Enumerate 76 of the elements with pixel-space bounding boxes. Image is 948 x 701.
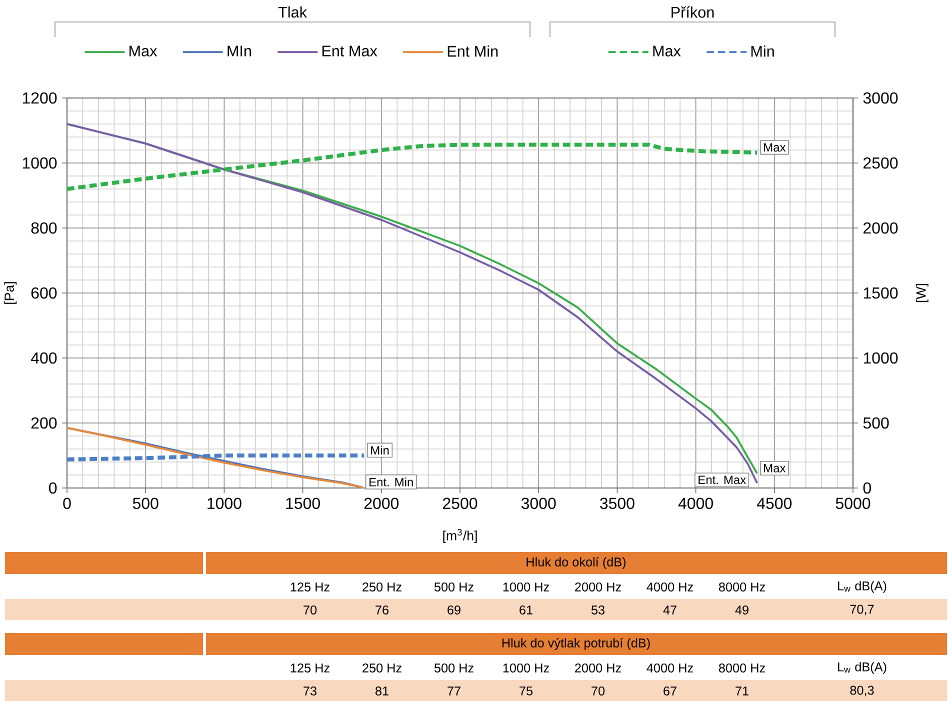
category-label: 500 Hz <box>434 664 474 672</box>
y-tick-label: 1000 <box>22 157 57 169</box>
y-tick-label: 1200 <box>22 92 57 104</box>
text: 53 <box>591 606 604 614</box>
line-series <box>66 426 364 488</box>
text: 70 <box>304 606 317 614</box>
x-tick-label: 2500 <box>443 498 478 510</box>
text: Hluk do výtlak potrubí (dB) <box>502 638 650 650</box>
text: 67 <box>664 686 676 696</box>
x-tick-label: 3000 <box>521 498 556 510</box>
text: Tlak <box>278 6 308 18</box>
y-axis-title: [Pa] <box>4 282 17 304</box>
text: 81 <box>376 686 388 696</box>
text: 70,7 <box>850 604 874 616</box>
x-tick-label: 500 <box>132 498 158 510</box>
legend-label: Ent Max <box>322 46 378 56</box>
y2-tick-label: 2500 <box>864 157 898 169</box>
x-axis-title: [m$^{3}$/h] <box>443 528 477 544</box>
text: 77 <box>448 686 460 696</box>
legend-label: Min <box>751 45 774 57</box>
text: 80,3 <box>850 686 874 696</box>
y-tick-label: 0 <box>49 482 57 494</box>
y2-tick-label: 1000 <box>864 352 898 364</box>
category-label: 500 Hz <box>434 582 474 592</box>
text: 49 <box>735 606 748 614</box>
category-label: 2000 Hz <box>575 582 621 592</box>
annotation: Max <box>764 464 786 472</box>
text: 75 <box>520 686 533 696</box>
legend-label: Ent Min <box>448 45 498 57</box>
y-tick-label: 600 <box>31 287 57 299</box>
y-tick-label: 800 <box>31 222 57 234</box>
x-tick-label: 3500 <box>600 498 634 510</box>
annotation: Min <box>371 446 389 454</box>
category-label: 2000 Hz <box>575 664 621 672</box>
text: 76 <box>376 606 388 614</box>
category-label: 8000 Hz <box>718 582 765 592</box>
legend-label: Max <box>130 46 158 56</box>
category-label: 4000 Hz <box>646 664 693 672</box>
category-label: L$_{w}$ dB(A) <box>838 662 886 674</box>
y2-axis-title: [W] <box>916 284 928 302</box>
x-tick-label: 4000 <box>678 498 713 510</box>
x-tick-label: 5000 <box>836 498 870 510</box>
annotation: Max <box>764 143 786 152</box>
text: Hluk do okolí (dB) <box>526 557 626 569</box>
category-label: 125 Hz <box>290 664 330 672</box>
category-label: 250 Hz <box>362 582 402 592</box>
category-label: 250 Hz <box>362 664 402 672</box>
x-tick-label: 4500 <box>756 498 792 510</box>
y-tick-label: 400 <box>30 352 57 364</box>
y-tick-label: 200 <box>31 417 57 429</box>
category-label: 8000 Hz <box>718 664 765 672</box>
text: 69 <box>448 606 460 614</box>
y2-tick-label: 500 <box>863 417 889 429</box>
x-tick-label: 1500 <box>286 498 320 510</box>
y2-tick-label: 3000 <box>863 92 898 104</box>
y2-tick-label: 0 <box>863 482 871 494</box>
category-label: L$_{w}$ dB(A) <box>838 581 886 593</box>
category-label: 4000 Hz <box>646 582 693 592</box>
category-label: 1000 Hz <box>503 664 549 672</box>
legend-label: MIn <box>228 46 251 56</box>
category-label: 1000 Hz <box>503 582 549 592</box>
x-tick-label: 0 <box>63 498 71 510</box>
annotation: Ent. Min <box>370 478 413 486</box>
annotation: Ent. Max <box>698 476 746 484</box>
text: 70 <box>592 686 605 696</box>
text: Příkon <box>672 6 714 18</box>
x-tick-label: 2000 <box>364 498 399 510</box>
text: 73 <box>304 686 316 696</box>
category-label: 125 Hz <box>290 582 330 592</box>
y2-tick-label: 1500 <box>864 287 898 299</box>
x-tick-label: 1000 <box>208 498 242 510</box>
text: 47 <box>663 606 676 614</box>
text: 61 <box>520 606 532 614</box>
legend-label: Max <box>653 46 681 56</box>
text: 71 <box>736 686 748 696</box>
y2-tick-label: 2000 <box>864 222 898 234</box>
